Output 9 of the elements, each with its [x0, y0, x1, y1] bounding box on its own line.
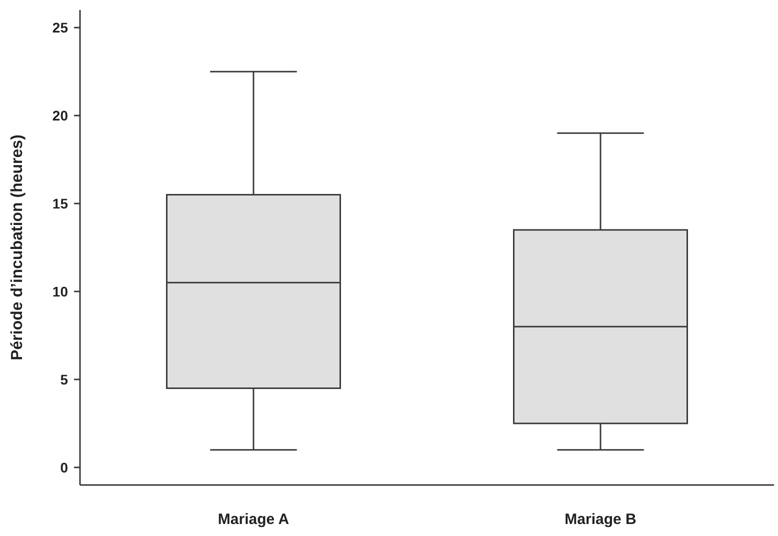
y-tick-label: 5	[60, 371, 68, 388]
y-tick-label: 10	[52, 283, 68, 300]
y-tick-label: 0	[60, 459, 68, 476]
y-tick-label: 15	[52, 195, 68, 212]
x-tick-label: Mariage B	[564, 511, 637, 528]
y-axis-title: Période d’incubation (heures)	[9, 134, 26, 360]
y-tick-label: 25	[52, 19, 68, 36]
y-tick-label: 20	[52, 107, 68, 124]
x-tick-label: Mariage A	[218, 511, 290, 528]
